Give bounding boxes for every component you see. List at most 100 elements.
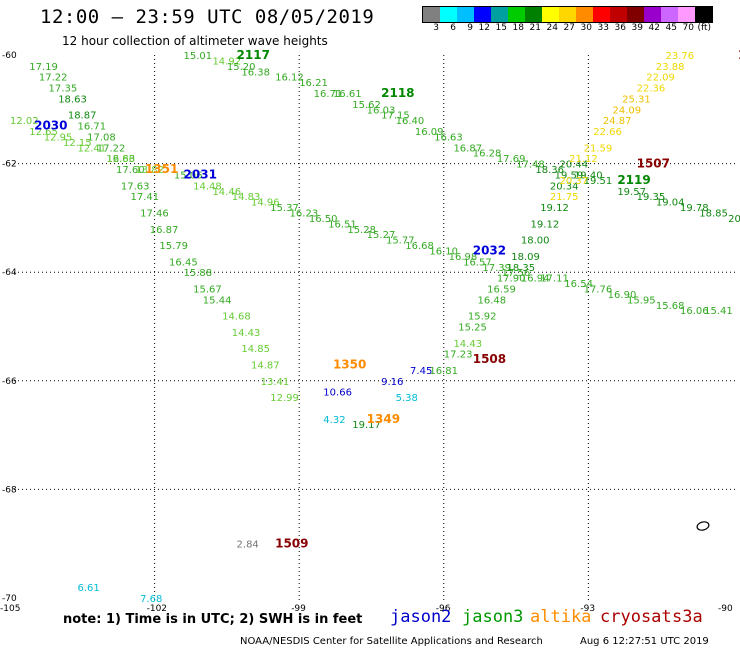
wave-height-label: 18.85 xyxy=(699,208,728,219)
color-scale-label-9: 30 xyxy=(580,23,592,33)
color-swatch-5 xyxy=(508,7,525,22)
wave-height-label: 16.38 xyxy=(241,67,270,78)
wave-height-label: 19.04 xyxy=(656,198,685,209)
wave-height-label: 19.12 xyxy=(540,203,569,214)
color-scale-label-10: 33 xyxy=(597,23,609,33)
wave-height-label: 10.66 xyxy=(323,388,352,399)
wave-height-label: 15.68 xyxy=(656,301,685,312)
wave-height-label: 16.59 xyxy=(487,284,516,295)
wave-height-label: 22.66 xyxy=(593,127,622,138)
wave-height-label: 22.36 xyxy=(637,84,666,95)
credit-line: NOAA/NESDIS Center for Satellite Applica… xyxy=(240,636,543,647)
pass-number-label: 1350 xyxy=(333,358,366,372)
wave-height-label: 21.75 xyxy=(550,192,579,203)
pass-number-label: 1507 xyxy=(637,157,670,171)
color-swatch-8 xyxy=(559,7,576,22)
wave-height-label: 17.19 xyxy=(29,62,58,73)
wave-height-label: 16.81 xyxy=(429,366,458,377)
wave-height-label: 16.54 xyxy=(564,279,593,290)
wave-height-label: 16.06 xyxy=(680,306,709,317)
color-swatch-7 xyxy=(542,7,559,22)
lat-label: -66 xyxy=(2,377,17,387)
wave-height-label: 12.15 xyxy=(63,138,92,149)
color-swatch-6 xyxy=(525,7,542,22)
lon-label: -99 xyxy=(291,604,306,614)
wave-height-label: 16.63 xyxy=(106,154,135,165)
wave-height-label: 12.02 xyxy=(10,116,39,127)
wave-height-label: 15.92 xyxy=(468,312,497,323)
wave-height-label: 4.32 xyxy=(323,415,345,426)
island-outline xyxy=(696,521,710,531)
color-swatch-13 xyxy=(644,7,661,22)
lon-label: -93 xyxy=(580,604,595,614)
wave-height-label: 21.59 xyxy=(584,143,613,154)
color-scale-label-5: 18 xyxy=(512,23,524,33)
wave-height-label: 16.63 xyxy=(434,132,463,143)
lat-label: -64 xyxy=(2,268,17,278)
color-swatch-3 xyxy=(474,7,491,22)
wave-height-label: 16.28 xyxy=(473,149,502,160)
wave-height-label: 16.87 xyxy=(150,225,179,236)
legend-s3a: s3a xyxy=(672,607,703,627)
wave-height-label: 20.09 xyxy=(728,214,740,225)
legend-jason2: jason2 xyxy=(390,607,452,627)
color-swatch-2 xyxy=(457,7,474,22)
wave-height-label: 14.46 xyxy=(212,187,241,198)
wave-height-label: 16.23 xyxy=(290,208,319,219)
wave-height-label: 15.27 xyxy=(367,230,396,241)
color-scale-label-0: 3 xyxy=(433,23,439,33)
wave-height-label: 23.88 xyxy=(656,62,685,73)
wave-height-label: 24.87 xyxy=(603,116,632,127)
generated-timestamp: Aug 6 12:27:51 UTC 2019 xyxy=(580,636,709,647)
wave-height-label: 19.17 xyxy=(352,420,381,431)
wave-height-label: 16.68 xyxy=(405,241,434,252)
pass-number-label: 2030 xyxy=(34,119,67,133)
wave-height-label: 17.60 xyxy=(116,165,145,176)
wave-height-label: 25.31 xyxy=(622,94,651,105)
lat-label: -60 xyxy=(2,51,17,61)
wave-height-label: 16.94 xyxy=(521,274,550,285)
page-subtitle: 12 hour collection of altimeter wave hei… xyxy=(62,34,328,48)
color-scale-bar xyxy=(422,6,713,23)
wave-height-label: 17.56 xyxy=(502,268,531,279)
wave-height-label: 7.45 xyxy=(410,366,432,377)
wave-height-label: 16.90 xyxy=(608,290,637,301)
color-swatch-4 xyxy=(491,7,508,22)
lon-label: -96 xyxy=(436,604,451,614)
wave-height-label: 14.83 xyxy=(232,192,261,203)
wave-height-label: 12.99 xyxy=(270,393,299,404)
wave-height-label: 5.38 xyxy=(396,393,418,404)
wave-height-label: 16.87 xyxy=(453,143,482,154)
wave-height-label: 15.06 xyxy=(174,170,203,181)
wave-height-label: 14.48 xyxy=(193,181,222,192)
wave-height-label: 18.35 xyxy=(506,263,535,274)
wave-height-label: 18.36 xyxy=(535,165,564,176)
wave-height-label: 17.08 xyxy=(87,132,116,143)
pass-number-label: 2119 xyxy=(617,173,650,187)
wave-height-label: 9.16 xyxy=(381,377,403,388)
wave-height-label: 14.85 xyxy=(241,344,270,355)
wave-height-label: 13.41 xyxy=(261,377,290,388)
color-scale-label-8: 27 xyxy=(563,23,575,33)
color-scale-labels: 3 6 9 12 15 18 21 24 27 30 33 36 39 42 45 70 (ft) xyxy=(422,23,711,35)
color-scale-label-16: (ft) xyxy=(697,23,711,33)
color-scale-label-11: 36 xyxy=(614,23,626,33)
wave-height-label: 16.51 xyxy=(328,219,357,230)
wave-height-label: 16.57 xyxy=(463,257,492,268)
wave-height-label: 16.71 xyxy=(77,122,106,133)
color-swatch-10 xyxy=(593,7,610,22)
wave-height-label: 12.86 xyxy=(106,154,135,165)
wave-height-label: 17.15 xyxy=(381,111,410,122)
wave-height-label: 15.01 xyxy=(184,51,213,62)
pass-number-label: 1508 xyxy=(473,352,506,366)
pass-number-label: 2117 xyxy=(237,48,270,62)
wave-height-label: 15.79 xyxy=(159,241,188,252)
wave-height-label: 14.92 xyxy=(212,56,241,67)
wave-height-label: 17.48 xyxy=(516,160,545,171)
color-scale-label-15: 70 xyxy=(682,23,694,33)
wave-height-label: 17.39 xyxy=(482,263,511,274)
wave-height-label: 15.44 xyxy=(203,295,232,306)
wave-height-label: 12.95 xyxy=(44,132,73,143)
wave-height-label: 16.21 xyxy=(299,78,328,89)
wave-height-label: 19.35 xyxy=(637,192,666,203)
